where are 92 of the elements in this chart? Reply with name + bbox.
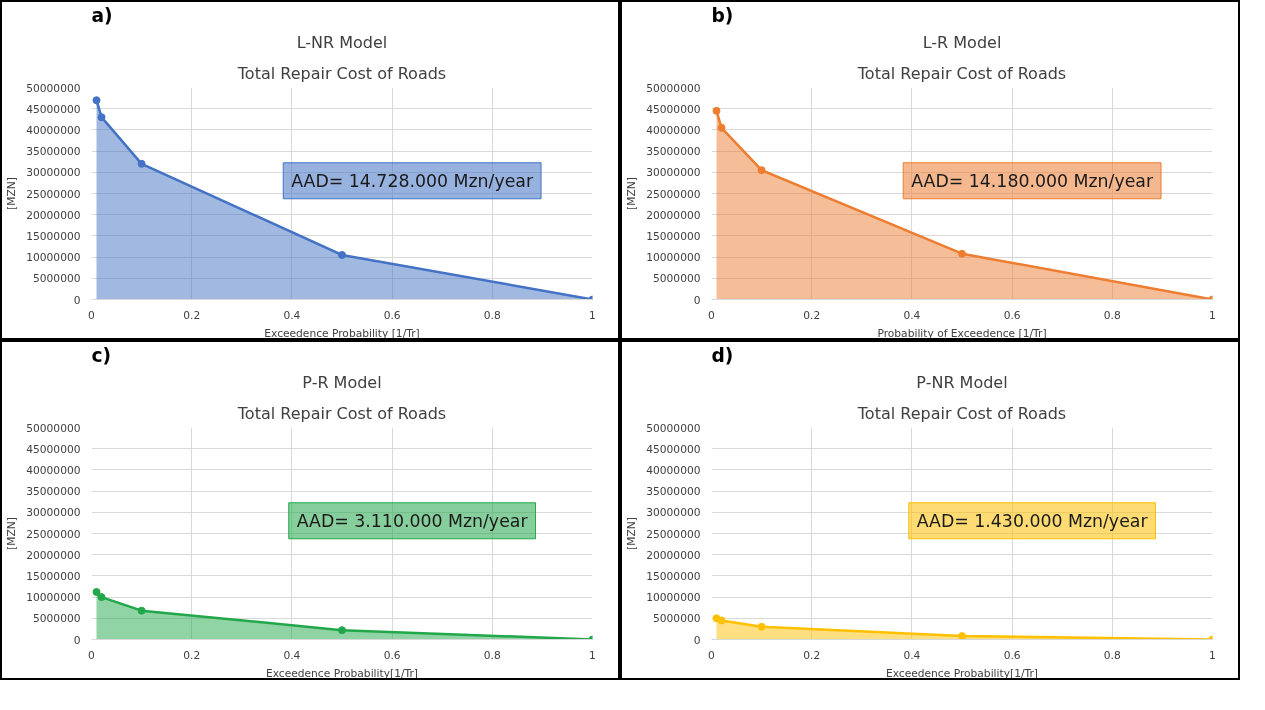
x-tick-label: 0.2	[803, 308, 821, 322]
y-tick-label: 0	[73, 293, 81, 307]
x-tick-label: 0.2	[803, 648, 821, 662]
chart-subtitle: Total Repair Cost of Roads	[856, 63, 1067, 83]
y-axis-title: [MZN]	[625, 517, 639, 550]
chart-title: P-NR Model	[916, 372, 1008, 392]
chart-subtitle: Total Repair Cost of Roads	[236, 403, 447, 423]
y-tick-label: 5000000	[33, 272, 81, 286]
x-tick-label: 0.8	[1103, 648, 1121, 662]
x-tick-label: 1	[1209, 308, 1216, 322]
chart-subtitle: Total Repair Cost of Roads	[856, 403, 1067, 423]
y-tick-label: 20000000	[26, 548, 81, 562]
x-tick-label: 0.2	[183, 308, 201, 322]
text: d)	[711, 344, 734, 366]
text: a)	[91, 4, 113, 26]
y-tick-label: 35000000	[26, 485, 81, 499]
text: c)	[91, 344, 112, 366]
x-axis-title: Probability of Exceedence [1/Tr]	[877, 326, 1047, 340]
y-tick-label: 40000000	[646, 463, 701, 477]
y-tick-label: 50000000	[26, 421, 81, 435]
y-tick-label: 25000000	[26, 187, 81, 201]
y-tick-label: 15000000	[646, 569, 701, 583]
chart-title: L-R Model	[922, 32, 1002, 52]
y-tick-label: 30000000	[26, 506, 81, 520]
chart-subtitle: Total Repair Cost of Roads	[236, 63, 447, 83]
y-tick-label: 20000000	[26, 208, 81, 222]
x-tick-label: 0.6	[1003, 308, 1021, 322]
x-tick-label: 0.8	[483, 648, 501, 662]
y-tick-label: 15000000	[26, 229, 81, 243]
y-axis-title: [MZN]	[5, 517, 19, 550]
y-tick-label: 45000000	[646, 442, 701, 456]
x-axis-title: Exceedence Probability[1/Tr]	[265, 666, 419, 680]
y-tick-label: 35000000	[646, 485, 701, 499]
x-tick-label: 0.8	[483, 308, 501, 322]
x-tick-label: 0	[708, 648, 716, 662]
x-tick-label: 0.4	[283, 308, 301, 322]
y-tick-label: 40000000	[646, 123, 701, 137]
y-tick-label: 10000000	[646, 591, 701, 605]
y-tick-label: 10000000	[26, 591, 81, 605]
chart-title: P-R Model	[302, 372, 382, 392]
y-tick-label: 20000000	[646, 208, 701, 222]
y-tick-label: 40000000	[26, 463, 81, 477]
text: b)	[711, 4, 734, 26]
x-axis-title: Exceedence Probability [1/Tr]	[264, 326, 420, 340]
y-tick-label: 30000000	[646, 166, 701, 180]
x-tick-label: 0	[88, 648, 96, 662]
x-tick-label: 1	[1209, 648, 1216, 662]
y-tick-label: 5000000	[653, 272, 701, 286]
y-tick-label: 40000000	[26, 123, 81, 137]
x-tick-label: 0.6	[383, 648, 401, 662]
x-tick-label: 0.4	[903, 308, 921, 322]
y-tick-label: 45000000	[646, 102, 701, 116]
y-tick-label: 45000000	[26, 102, 81, 116]
y-tick-label: 25000000	[646, 527, 701, 541]
x-tick-label: 0	[88, 308, 96, 322]
y-tick-label: 15000000	[646, 229, 701, 243]
y-tick-label: 10000000	[26, 251, 81, 265]
x-tick-label: 1	[589, 648, 596, 662]
x-tick-label: 0.6	[1003, 648, 1021, 662]
y-tick-label: 25000000	[646, 187, 701, 201]
y-tick-label: 30000000	[26, 166, 81, 180]
x-tick-label: 0.4	[903, 648, 921, 662]
y-axis-title: [MZN]	[625, 177, 639, 210]
annotation: AAD= 3.110.000 Mzn/year	[296, 510, 529, 531]
y-tick-label: 50000000	[646, 421, 701, 435]
x-tick-label: 0.6	[383, 308, 401, 322]
chart-title: L-NR Model	[296, 32, 388, 52]
x-axis-title: Exceedence Probability[1/Tr]	[885, 666, 1039, 680]
y-tick-label: 0	[693, 633, 701, 647]
y-tick-label: 35000000	[26, 145, 81, 159]
y-tick-label: 5000000	[33, 612, 81, 626]
y-tick-label: 45000000	[26, 442, 81, 456]
annotation: AAD= 1.430.000 Mzn/year	[916, 510, 1149, 531]
x-tick-label: 0.2	[183, 648, 201, 662]
y-axis-title: [MZN]	[5, 177, 19, 210]
y-tick-label: 10000000	[646, 251, 701, 265]
y-tick-label: 0	[73, 633, 81, 647]
annotation: AAD= 14.728.000 Mzn/year	[291, 170, 534, 191]
y-tick-label: 30000000	[646, 506, 701, 520]
y-tick-label: 0	[693, 293, 701, 307]
x-tick-label: 1	[589, 308, 596, 322]
y-tick-label: 5000000	[653, 612, 701, 626]
y-tick-label: 25000000	[26, 527, 81, 541]
x-tick-label: 0	[708, 308, 716, 322]
y-tick-label: 50000000	[646, 81, 701, 95]
annotation: AAD= 14.180.000 Mzn/year	[911, 170, 1154, 191]
y-tick-label: 35000000	[646, 145, 701, 159]
y-tick-label: 15000000	[26, 569, 81, 583]
x-tick-label: 0.4	[283, 648, 301, 662]
y-tick-label: 20000000	[646, 548, 701, 562]
x-tick-label: 0.8	[1103, 308, 1121, 322]
y-tick-label: 50000000	[26, 81, 81, 95]
